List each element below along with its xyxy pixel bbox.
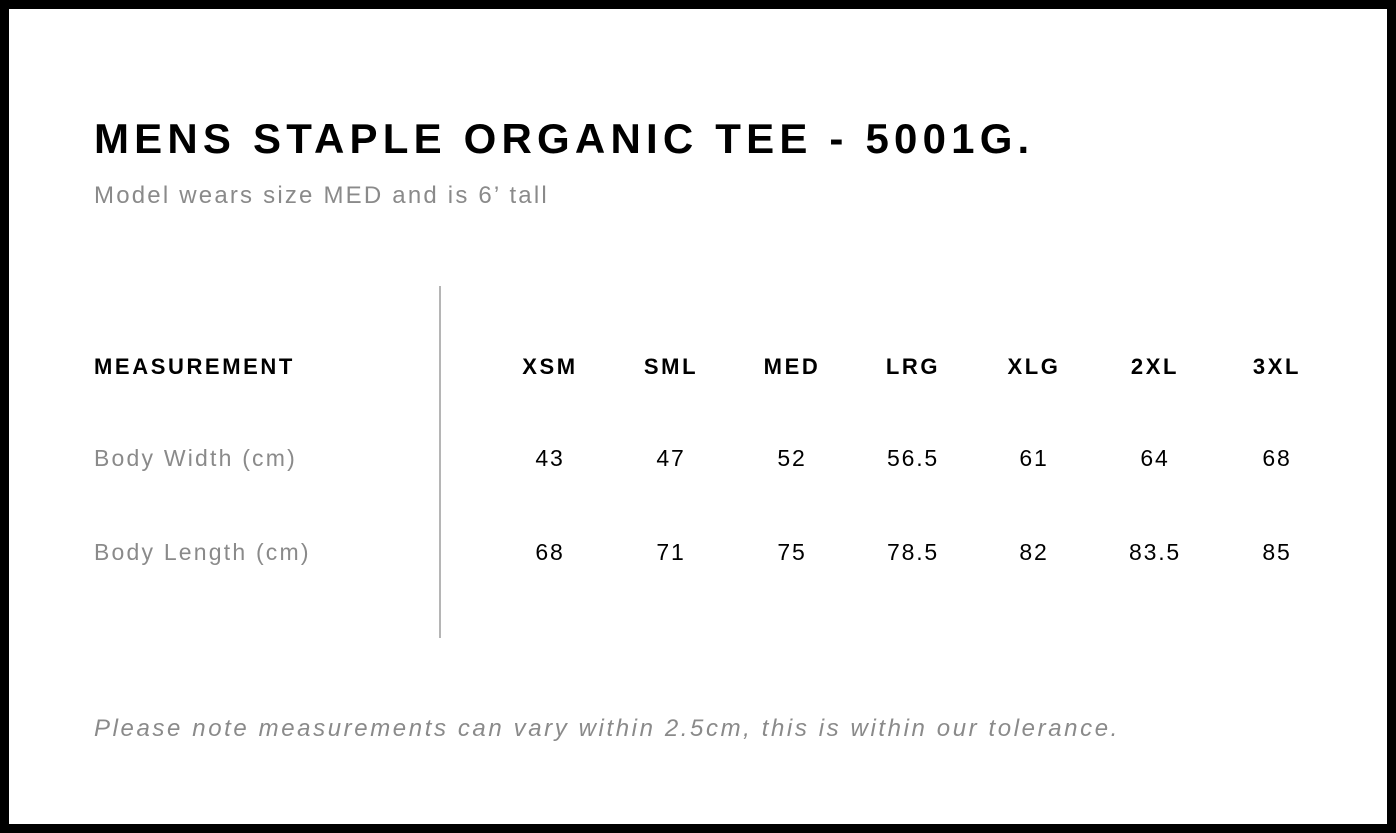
table-cell: 78.5 xyxy=(887,539,939,565)
row-label: Body Width (cm) xyxy=(94,445,297,471)
table-cell: 85 xyxy=(1262,539,1292,565)
tolerance-note: Please note measurements can vary within… xyxy=(94,715,1120,742)
table-cell: 82 xyxy=(1019,539,1049,565)
table-cell: 52 xyxy=(777,445,807,471)
size-header-xsm: XSM xyxy=(522,354,578,379)
page-title: MENS STAPLE ORGANIC TEE - 5001G. xyxy=(94,115,1035,162)
size-header-3xl: 3XL xyxy=(1252,354,1302,379)
table-cell: 61 xyxy=(1019,445,1049,471)
row-label: Body Length (cm) xyxy=(94,539,311,565)
size-chart-card: MENS STAPLE ORGANIC TEE - 5001G. Model w… xyxy=(9,9,1387,824)
table-cell: 68 xyxy=(1262,445,1292,471)
table-cell: 47 xyxy=(656,445,686,471)
size-header-sml: SML xyxy=(643,354,699,379)
table-cell: 64 xyxy=(1140,445,1170,471)
size-header-lrg: LRG xyxy=(885,354,941,379)
table-cell: 71 xyxy=(656,539,686,565)
table-cell: 56.5 xyxy=(887,445,939,471)
subtitle: Model wears size MED and is 6’ tall xyxy=(94,182,549,209)
table-cell: 83.5 xyxy=(1129,539,1181,565)
size-header-xlg: XLG xyxy=(1007,354,1061,379)
table-cell: 68 xyxy=(535,539,565,565)
size-header-2xl: 2XL xyxy=(1130,354,1180,379)
table-cell: 43 xyxy=(535,445,565,471)
measurement-header: MEASUREMENT xyxy=(94,354,295,379)
size-header-med: MED xyxy=(763,354,821,379)
column-divider xyxy=(439,286,441,638)
table-cell: 75 xyxy=(777,539,807,565)
